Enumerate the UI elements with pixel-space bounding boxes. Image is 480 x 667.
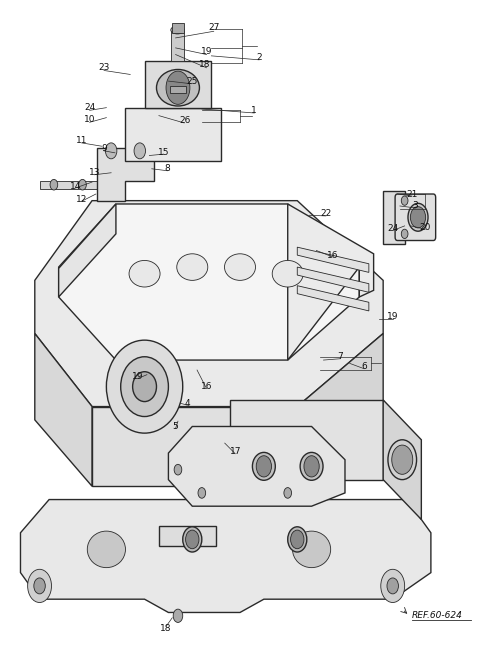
Bar bbox=[171, 31, 184, 61]
Text: 13: 13 bbox=[89, 168, 100, 177]
Circle shape bbox=[174, 464, 182, 475]
Polygon shape bbox=[288, 204, 373, 360]
Circle shape bbox=[401, 196, 408, 205]
Text: 16: 16 bbox=[201, 382, 212, 391]
Text: 24: 24 bbox=[84, 103, 96, 112]
Polygon shape bbox=[159, 526, 216, 546]
Ellipse shape bbox=[300, 452, 323, 480]
Text: 22: 22 bbox=[320, 209, 332, 218]
Polygon shape bbox=[144, 61, 211, 107]
Polygon shape bbox=[383, 191, 405, 244]
Text: REF.60-624: REF.60-624 bbox=[412, 611, 463, 620]
Ellipse shape bbox=[171, 26, 184, 34]
Circle shape bbox=[256, 456, 272, 477]
Circle shape bbox=[173, 609, 183, 622]
Polygon shape bbox=[168, 426, 345, 506]
Circle shape bbox=[198, 488, 205, 498]
Circle shape bbox=[304, 456, 319, 477]
Text: 17: 17 bbox=[229, 448, 241, 456]
Ellipse shape bbox=[132, 372, 156, 402]
Text: 26: 26 bbox=[180, 117, 191, 125]
Text: 18: 18 bbox=[160, 624, 172, 633]
Polygon shape bbox=[92, 407, 297, 486]
Ellipse shape bbox=[288, 527, 307, 552]
FancyBboxPatch shape bbox=[395, 194, 436, 241]
Ellipse shape bbox=[183, 527, 202, 552]
Circle shape bbox=[410, 207, 426, 228]
Text: 10: 10 bbox=[84, 115, 96, 124]
Polygon shape bbox=[383, 400, 421, 520]
Text: 15: 15 bbox=[158, 147, 169, 157]
Polygon shape bbox=[39, 181, 102, 189]
Polygon shape bbox=[35, 201, 383, 407]
Circle shape bbox=[401, 229, 408, 239]
Polygon shape bbox=[59, 204, 360, 360]
Ellipse shape bbox=[177, 253, 208, 280]
Circle shape bbox=[186, 530, 199, 549]
Polygon shape bbox=[297, 334, 383, 486]
Text: 19: 19 bbox=[201, 47, 212, 56]
Circle shape bbox=[79, 179, 86, 190]
Circle shape bbox=[284, 488, 291, 498]
Ellipse shape bbox=[292, 531, 331, 568]
Bar bbox=[170, 87, 186, 93]
Polygon shape bbox=[125, 107, 221, 161]
Text: 20: 20 bbox=[420, 223, 431, 231]
Polygon shape bbox=[297, 247, 369, 272]
Ellipse shape bbox=[408, 203, 428, 231]
Circle shape bbox=[290, 530, 304, 549]
Ellipse shape bbox=[388, 440, 417, 480]
Text: 12: 12 bbox=[76, 195, 87, 204]
Polygon shape bbox=[297, 267, 369, 292]
Ellipse shape bbox=[87, 531, 125, 568]
Ellipse shape bbox=[120, 357, 168, 416]
Circle shape bbox=[166, 71, 190, 104]
Text: 27: 27 bbox=[208, 23, 219, 33]
Circle shape bbox=[106, 143, 117, 159]
Circle shape bbox=[34, 578, 45, 594]
Text: 11: 11 bbox=[76, 136, 87, 145]
Text: 24: 24 bbox=[387, 224, 398, 233]
Text: 5: 5 bbox=[173, 422, 179, 431]
Polygon shape bbox=[97, 147, 154, 201]
Circle shape bbox=[134, 143, 145, 159]
Circle shape bbox=[392, 445, 413, 474]
Ellipse shape bbox=[129, 260, 160, 287]
Text: 23: 23 bbox=[98, 63, 109, 72]
Text: 9: 9 bbox=[101, 144, 107, 153]
Text: 25: 25 bbox=[187, 77, 198, 85]
Text: 1: 1 bbox=[252, 107, 257, 115]
Polygon shape bbox=[21, 500, 431, 612]
Circle shape bbox=[28, 570, 51, 602]
Text: 14: 14 bbox=[70, 181, 81, 191]
Polygon shape bbox=[230, 400, 383, 480]
Ellipse shape bbox=[225, 253, 255, 280]
Circle shape bbox=[50, 179, 58, 190]
Ellipse shape bbox=[252, 452, 276, 480]
Text: 18: 18 bbox=[198, 60, 210, 69]
Text: 6: 6 bbox=[361, 362, 367, 372]
Text: 16: 16 bbox=[327, 251, 339, 259]
Ellipse shape bbox=[272, 260, 303, 287]
Circle shape bbox=[381, 570, 405, 602]
Polygon shape bbox=[35, 334, 92, 486]
Bar bbox=[172, 23, 184, 33]
Polygon shape bbox=[297, 285, 369, 311]
Text: 2: 2 bbox=[256, 53, 262, 62]
Polygon shape bbox=[59, 204, 116, 297]
Text: 4: 4 bbox=[185, 399, 190, 408]
Text: 21: 21 bbox=[406, 189, 418, 199]
Text: 8: 8 bbox=[165, 164, 170, 173]
Text: 7: 7 bbox=[337, 352, 343, 362]
Text: 19: 19 bbox=[387, 312, 398, 321]
Ellipse shape bbox=[107, 340, 183, 433]
Text: 3: 3 bbox=[413, 201, 419, 211]
Text: 19: 19 bbox=[132, 372, 143, 381]
Ellipse shape bbox=[156, 69, 199, 106]
Circle shape bbox=[387, 578, 398, 594]
